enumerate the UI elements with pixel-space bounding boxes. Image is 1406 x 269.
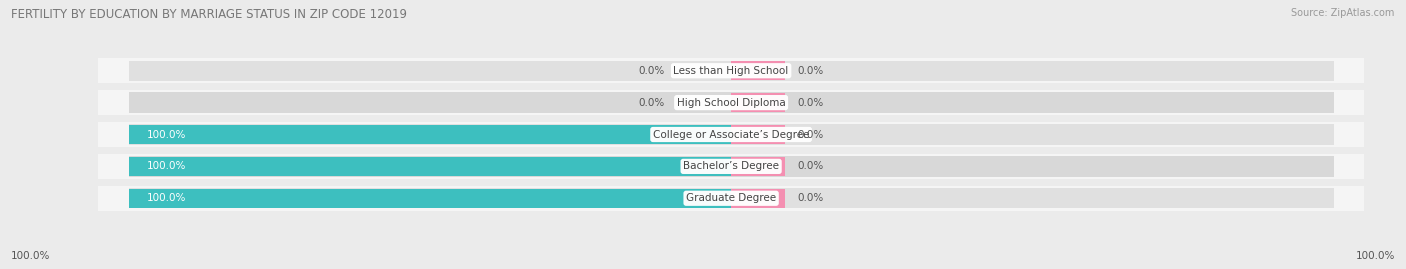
- Bar: [128, 188, 1334, 208]
- Bar: [731, 157, 786, 176]
- Text: 100.0%: 100.0%: [11, 251, 51, 261]
- Bar: [128, 125, 731, 144]
- Text: High School Diploma: High School Diploma: [676, 98, 786, 108]
- Bar: [731, 125, 786, 144]
- Text: 0.0%: 0.0%: [797, 161, 824, 171]
- Bar: [731, 61, 786, 80]
- Bar: [731, 93, 786, 112]
- Bar: [128, 157, 731, 176]
- Text: Bachelor’s Degree: Bachelor’s Degree: [683, 161, 779, 171]
- Text: 100.0%: 100.0%: [146, 129, 186, 140]
- Text: 0.0%: 0.0%: [797, 193, 824, 203]
- Text: 100.0%: 100.0%: [146, 193, 186, 203]
- Bar: [128, 189, 731, 208]
- Bar: [98, 186, 1364, 211]
- Text: 0.0%: 0.0%: [638, 98, 665, 108]
- Bar: [731, 189, 786, 208]
- Text: Less than High School: Less than High School: [673, 66, 789, 76]
- Bar: [128, 156, 1334, 176]
- Text: 0.0%: 0.0%: [797, 66, 824, 76]
- Bar: [98, 122, 1364, 147]
- Bar: [128, 61, 1334, 81]
- Text: 0.0%: 0.0%: [797, 98, 824, 108]
- Text: Graduate Degree: Graduate Degree: [686, 193, 776, 203]
- Bar: [98, 58, 1364, 83]
- Text: College or Associate’s Degree: College or Associate’s Degree: [652, 129, 810, 140]
- Text: 0.0%: 0.0%: [797, 129, 824, 140]
- Bar: [98, 90, 1364, 115]
- Text: 100.0%: 100.0%: [146, 161, 186, 171]
- Bar: [128, 124, 1334, 145]
- Bar: [98, 154, 1364, 179]
- Text: 0.0%: 0.0%: [638, 66, 665, 76]
- Text: FERTILITY BY EDUCATION BY MARRIAGE STATUS IN ZIP CODE 12019: FERTILITY BY EDUCATION BY MARRIAGE STATU…: [11, 8, 408, 21]
- Text: Source: ZipAtlas.com: Source: ZipAtlas.com: [1291, 8, 1395, 18]
- Bar: [128, 93, 1334, 113]
- Text: 100.0%: 100.0%: [1355, 251, 1395, 261]
